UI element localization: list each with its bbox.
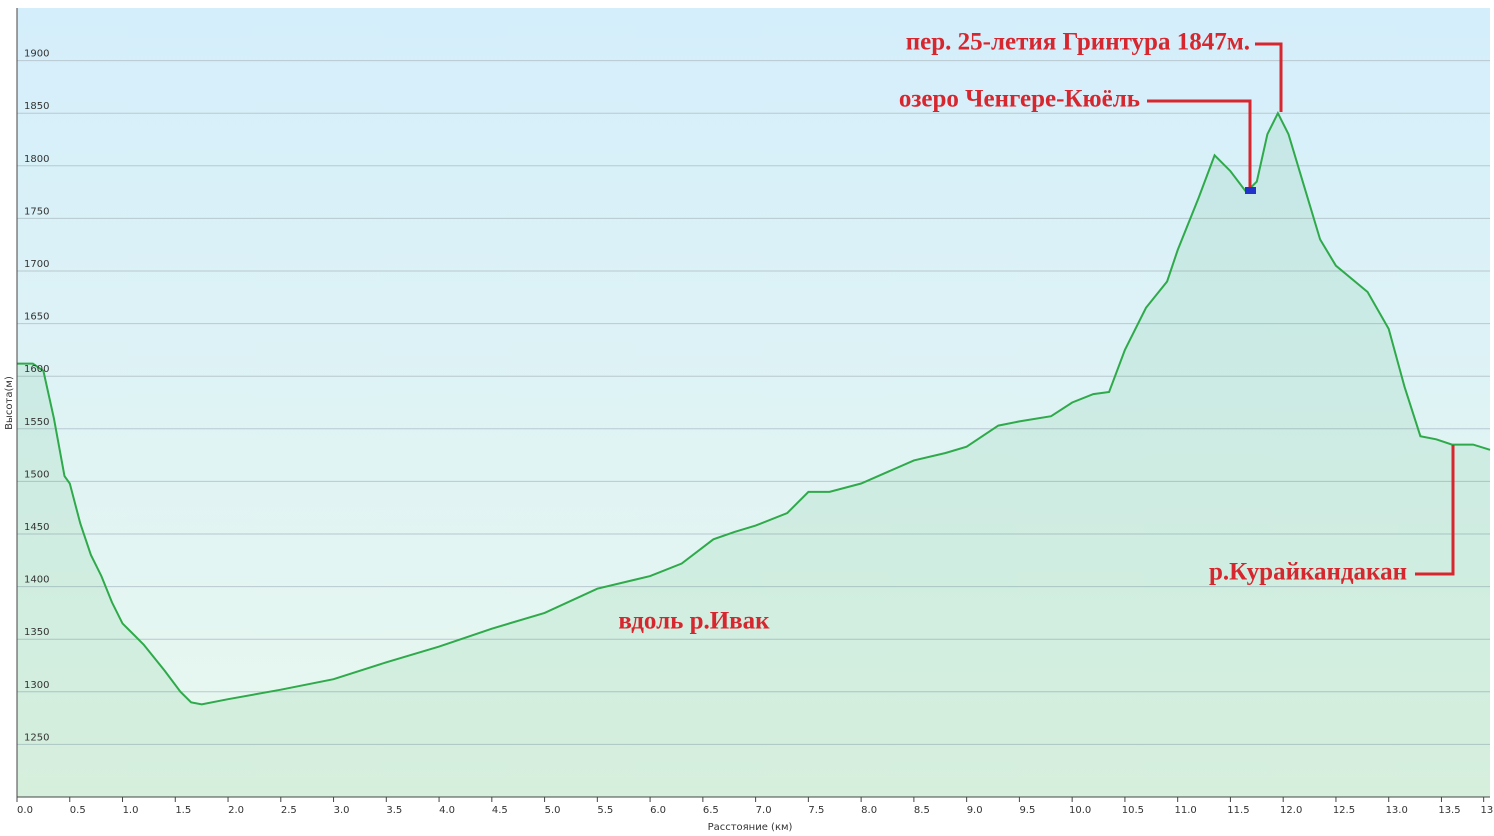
leader (1415, 445, 1455, 576)
x-tick-label: 8.0 (861, 805, 877, 816)
leader (1255, 42, 1283, 112)
line (17, 110, 1491, 706)
x-tick-label: 8.5 (914, 805, 930, 816)
annotation: озеро Ченгере-Кюёль (899, 86, 1140, 113)
plot-background (17, 8, 1490, 797)
x-tick-label: 13.0 (1386, 805, 1408, 816)
x-tick-label: 13.9 (1481, 805, 1494, 816)
x-tick-label: 1.5 (175, 805, 191, 816)
x-tick-label: 3.5 (386, 805, 402, 816)
x-tick-label: 9.0 (967, 805, 983, 816)
x-tick-label: 11.5 (1227, 805, 1249, 816)
y-tick-label: 1850 (24, 101, 49, 112)
x-tick-label: 12.0 (1280, 805, 1302, 816)
x-tick-label: 0.0 (17, 805, 33, 816)
x-tick-label: 6.0 (650, 805, 666, 816)
leader (1147, 99, 1252, 188)
x-tick-label: 2.5 (281, 805, 297, 816)
plot (17, 110, 1491, 797)
x-tick-label: 0.5 (70, 805, 86, 816)
y-axis-label: Высота(м) (4, 376, 15, 430)
x-tick-label: 4.0 (439, 805, 455, 816)
x-tick-label: 5.0 (545, 805, 561, 816)
y-tick-label: 1700 (24, 259, 49, 270)
y-tick-label: 1600 (24, 364, 49, 375)
x-tick-label: 10.0 (1069, 805, 1091, 816)
y-tick-label: 1500 (24, 469, 49, 480)
x-tick-label: 12.5 (1333, 805, 1355, 816)
y-tick-label: 1450 (24, 522, 49, 533)
x-tick-label: 13.5 (1438, 805, 1460, 816)
grid (17, 60, 1490, 745)
x-tick-label: 2.0 (228, 805, 244, 816)
y-tick-label: 1300 (24, 680, 49, 691)
y-tick-label: 1350 (24, 627, 49, 638)
y-tick-label: 1800 (24, 154, 49, 165)
y-tick-label: 1650 (24, 312, 49, 323)
area (17, 113, 1490, 797)
y-tick-label: 1750 (24, 206, 49, 217)
leaders (1147, 42, 1455, 576)
x-tick-label: 9.5 (1019, 805, 1035, 816)
x-tick-label: 7.5 (808, 805, 824, 816)
annotation: пер. 25-летия Гринтура 1847м. (906, 29, 1250, 56)
x-tick-label: 7.0 (756, 805, 772, 816)
y-tick-label: 1250 (24, 732, 49, 743)
x-axis-label: Расстояние (км) (708, 822, 793, 833)
x-tick-label: 3.0 (334, 805, 350, 816)
x-tick-label: 6.5 (703, 805, 719, 816)
annotation: вдоль р.Ивак (618, 608, 770, 635)
x-tick-label: 5.5 (597, 805, 613, 816)
x-tick-label: 10.5 (1122, 805, 1144, 816)
annotation: р.Курайкандакан (1209, 559, 1407, 586)
x-tick-label: 1.0 (123, 805, 139, 816)
x-tick-label: 11.0 (1175, 805, 1197, 816)
x-tick-label: 4.5 (492, 805, 508, 816)
y-tick-label: 1900 (24, 49, 49, 60)
y-tick-label: 1550 (24, 417, 49, 428)
y-tick-label: 1400 (24, 575, 49, 586)
lake-marker (1245, 187, 1256, 194)
